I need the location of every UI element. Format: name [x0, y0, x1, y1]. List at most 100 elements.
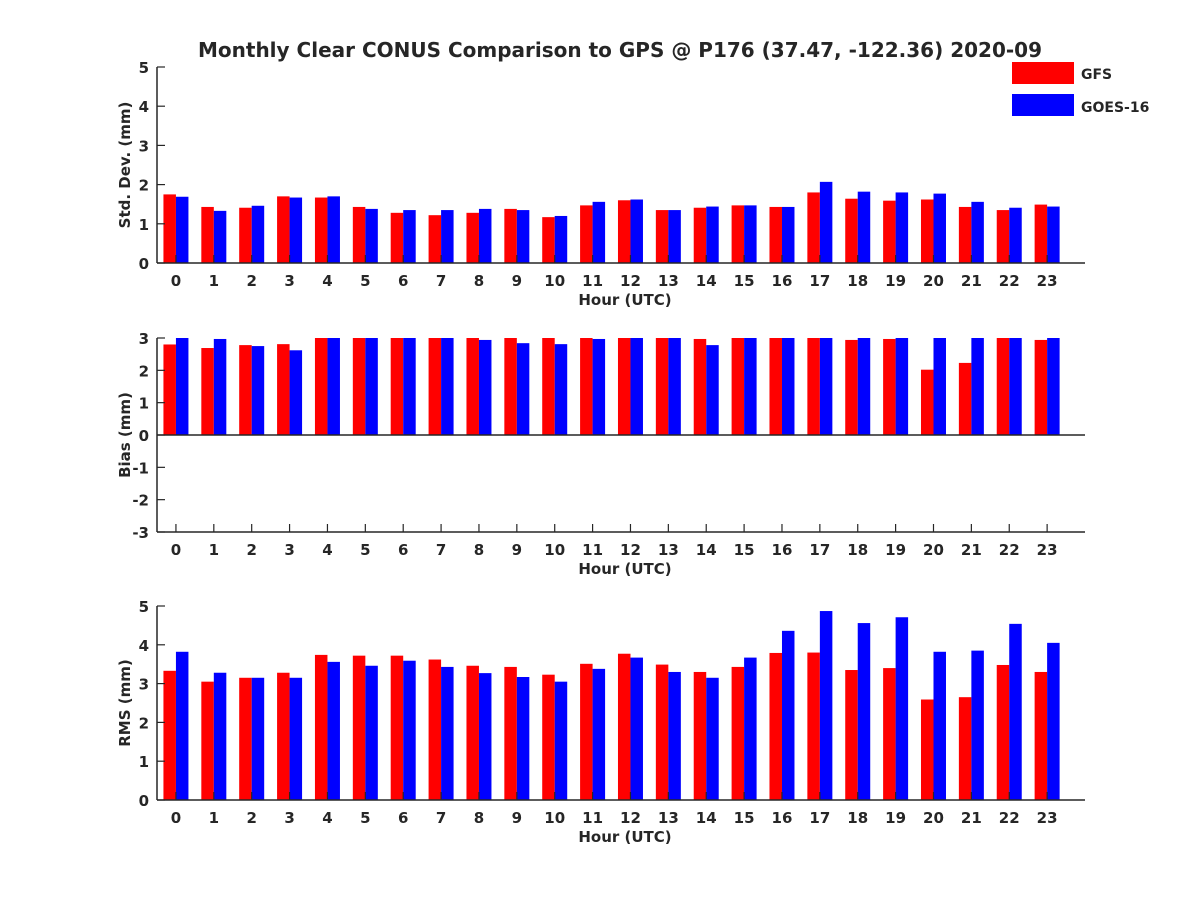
- rms-x-tick-label: 4: [322, 809, 332, 827]
- rms-x-tick-label: 10: [544, 809, 565, 827]
- rms-bar-goes16-h2: [251, 677, 265, 800]
- bias-bar-gfs-h19: [883, 338, 896, 435]
- bias-x-tick-label: 13: [658, 541, 679, 559]
- rms-x-tick-label: 5: [360, 809, 370, 827]
- std-dev-x-tick-label: 4: [322, 272, 332, 290]
- bias-y-tick-label: -1: [132, 459, 149, 477]
- std-dev-bar-gfs-h17: [807, 192, 820, 263]
- bias-x-tick-label: 10: [544, 541, 565, 559]
- rms-bar-goes16-h9: [516, 677, 530, 800]
- bias-y-tick-label: -2: [132, 492, 149, 510]
- rms-bar-gfs-h3: [277, 672, 290, 800]
- std-dev-y-tick-label: 1: [139, 216, 149, 234]
- rms-x-tick-label: 19: [885, 809, 906, 827]
- std-dev-bar-goes16-h6: [403, 210, 416, 263]
- bias-x-tick-label: 22: [999, 541, 1020, 559]
- rms-bar-goes16-h13: [668, 671, 681, 800]
- rms-bar-goes16-h23: [1047, 642, 1060, 800]
- bias-bar-goes16-h15: [744, 338, 757, 435]
- bias-bar-goes16-h3: [289, 350, 303, 435]
- bias-x-tick-label: 9: [512, 541, 522, 559]
- bias-y-tick-label: 2: [139, 362, 149, 380]
- rms-bar-gfs-h20: [920, 699, 934, 800]
- std-dev-bar-goes16-h3: [289, 197, 303, 263]
- bias-x-tick-label: 19: [885, 541, 906, 559]
- rms-bar-goes16-h1: [213, 672, 227, 800]
- bias-bar-goes16-h7: [441, 338, 454, 435]
- bias-x-tick-label: 1: [209, 541, 219, 559]
- bias-bar-goes16-h23: [1047, 338, 1060, 435]
- std-dev-bar-goes16-h20: [933, 193, 946, 263]
- rms-x-tick-label: 18: [847, 809, 868, 827]
- bias-bar-gfs-h9: [504, 338, 517, 435]
- bias-bar-gfs-h17: [807, 338, 820, 435]
- bias-bar-goes16-h4: [327, 338, 340, 435]
- bias-x-tick-label: 6: [398, 541, 408, 559]
- std-dev-bar-goes16-h2: [251, 205, 265, 263]
- std-dev-x-axis-label: Hour (UTC): [578, 291, 671, 309]
- rms-x-tick-label: 3: [284, 809, 294, 827]
- rms-y-axis-label: RMS (mm): [116, 659, 134, 746]
- bias-bar-goes16-h13: [668, 338, 681, 435]
- std-dev-bar-goes16-h5: [365, 208, 378, 263]
- rms-x-tick-label: 11: [582, 809, 603, 827]
- bias-bar-goes16-h21: [971, 338, 984, 435]
- rms-bar-gfs-h5: [352, 655, 366, 800]
- std-dev-x-tick-label: 22: [999, 272, 1020, 290]
- bias-bar-gfs-h10: [542, 338, 555, 435]
- rms-bar-goes16-h20: [933, 651, 946, 800]
- rms-bar-gfs-h12: [617, 653, 631, 800]
- rms-bar-goes16-h21: [971, 650, 984, 800]
- rms-bar-gfs-h16: [769, 652, 782, 800]
- rms-bar-goes16-h7: [441, 666, 454, 800]
- bias-bar-goes16-h2: [251, 346, 265, 435]
- rms-x-tick-label: 15: [734, 809, 755, 827]
- bias-bar-goes16-h12: [630, 338, 643, 435]
- chart-title: Monthly Clear CONUS Comparison to GPS @ …: [198, 38, 1042, 62]
- std-dev-bar-goes16-h8: [478, 208, 492, 263]
- std-dev-bar-goes16-h15: [744, 205, 757, 263]
- rms-y-tick-label: 2: [139, 714, 149, 732]
- rms-y-tick-label: 5: [139, 598, 149, 616]
- std-dev-bar-gfs-h18: [845, 198, 858, 263]
- std-dev-bar-goes16-h18: [857, 191, 871, 263]
- rms-x-tick-label: 14: [696, 809, 717, 827]
- std-dev-bar-goes16-h10: [554, 215, 568, 263]
- bias-x-tick-label: 15: [734, 541, 755, 559]
- bias-x-tick-label: 17: [809, 541, 830, 559]
- bias-bar-goes16-h1: [213, 338, 227, 435]
- bias-bar-goes16-h14: [706, 345, 719, 435]
- rms-bar-goes16-h5: [365, 665, 378, 800]
- std-dev-bar-goes16-h19: [895, 192, 909, 263]
- rms-bar-gfs-h14: [693, 671, 707, 800]
- bias-bar-gfs-h12: [617, 338, 631, 435]
- std-dev-bar-gfs-h23: [1034, 204, 1048, 263]
- rms-x-tick-label: 23: [1037, 809, 1058, 827]
- std-dev-y-tick-label: 5: [139, 59, 149, 77]
- legend-entry-goes16: GOES-16: [1012, 94, 1149, 116]
- std-dev-x-tick-label: 19: [885, 272, 906, 290]
- bias-x-tick-label: 23: [1037, 541, 1058, 559]
- bias-x-tick-label: 4: [322, 541, 332, 559]
- std-dev-bar-gfs-h8: [466, 212, 479, 263]
- std-dev-x-tick-label: 15: [734, 272, 755, 290]
- bias-y-tick-label: 0: [139, 427, 149, 445]
- bias-bar-goes16-h18: [857, 338, 871, 435]
- std-dev-x-tick-label: 14: [696, 272, 717, 290]
- legend-swatch-goes16: [1012, 94, 1074, 116]
- bias-bar-gfs-h11: [580, 338, 593, 435]
- std-dev-bar-gfs-h6: [390, 212, 404, 263]
- std-dev-bar-goes16-h22: [1009, 207, 1022, 263]
- rms-bar-gfs-h17: [807, 652, 820, 800]
- bias-x-tick-label: 3: [284, 541, 294, 559]
- std-dev-bar-gfs-h9: [504, 208, 517, 263]
- std-dev-x-tick-label: 12: [620, 272, 641, 290]
- rms-bar-gfs-h10: [542, 674, 555, 800]
- std-dev-x-tick-label: 3: [284, 272, 294, 290]
- rms-bar-gfs-h0: [163, 670, 176, 800]
- bias-bar-goes16-h17: [819, 338, 833, 435]
